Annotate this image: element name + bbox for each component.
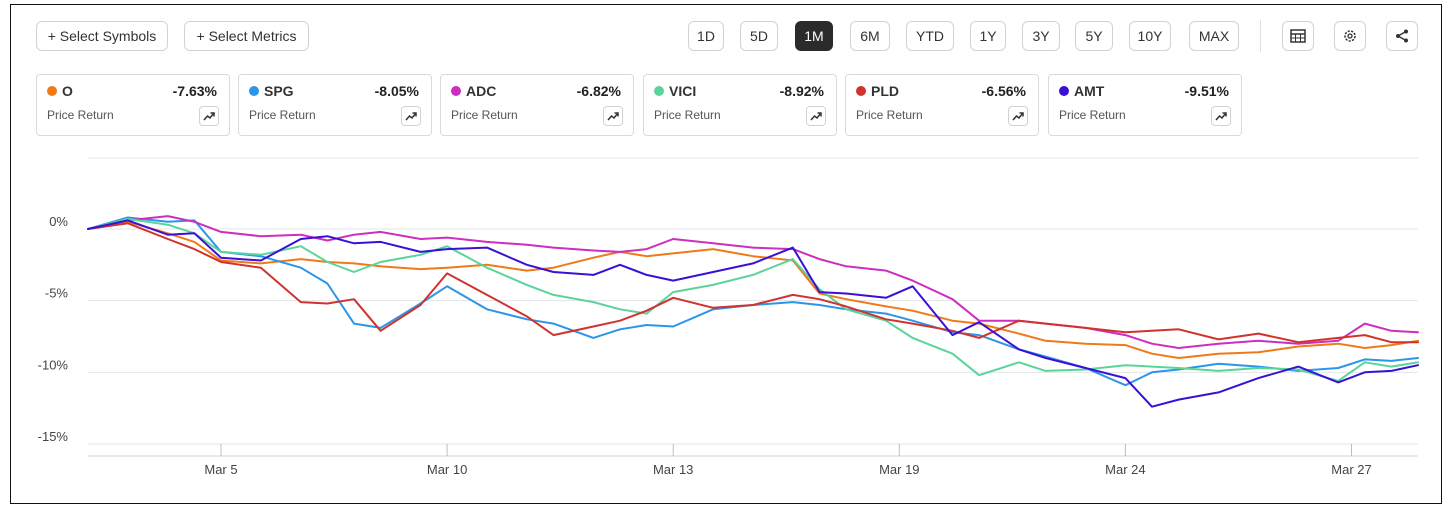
range-button-5d[interactable]: 5D	[740, 21, 778, 51]
range-button-1y[interactable]: 1Y	[970, 21, 1006, 51]
symbol-card-adc[interactable]: ADC -6.82% Price Return	[440, 74, 634, 136]
series-color-dot	[654, 86, 664, 96]
series-color-dot	[1059, 86, 1069, 96]
series-line-amt	[87, 219, 1419, 408]
x-tick-label: Mar 24	[1105, 462, 1145, 477]
select-symbols-button[interactable]: + Select Symbols	[36, 21, 168, 51]
price-change: -6.56%	[981, 83, 1026, 99]
metric-label: Price Return	[451, 108, 518, 122]
range-button-10y[interactable]: 10Y	[1129, 21, 1171, 51]
trend-button[interactable]	[199, 106, 219, 126]
symbol-label: PLD	[871, 83, 899, 99]
series-line-spg	[87, 216, 1419, 387]
price-change: -7.63%	[172, 83, 217, 99]
symbol-card-pld[interactable]: PLD -6.56% Price Return	[845, 74, 1039, 136]
range-button-ytd[interactable]: YTD	[906, 21, 954, 51]
symbol-label: ADC	[466, 83, 497, 99]
symbol-card-o[interactable]: O -7.63% Price Return	[36, 74, 230, 136]
range-button-1m[interactable]: 1M	[795, 21, 833, 51]
trend-up-icon	[607, 112, 619, 121]
trend-button[interactable]	[603, 106, 623, 126]
select-metrics-button[interactable]: + Select Metrics	[184, 21, 309, 51]
series-line-o	[87, 220, 1419, 359]
x-tick-label: Mar 5	[204, 462, 237, 477]
range-button-6m[interactable]: 6M	[850, 21, 890, 51]
metric-label: Price Return	[249, 108, 316, 122]
x-tick-label: Mar 10	[427, 462, 467, 477]
share-button[interactable]	[1386, 21, 1418, 51]
symbol-label: O	[62, 83, 73, 99]
toolbar-divider	[1260, 20, 1261, 52]
metric-label: Price Return	[856, 108, 923, 122]
series-color-dot	[451, 86, 461, 96]
series-color-dot	[47, 86, 57, 96]
settings-button[interactable]	[1334, 21, 1366, 51]
series-line-vici	[87, 218, 1419, 382]
trend-up-icon	[1012, 112, 1024, 121]
trend-up-icon	[810, 112, 822, 121]
range-button-1d[interactable]: 1D	[688, 21, 724, 51]
range-button-3y[interactable]: 3Y	[1022, 21, 1060, 51]
y-tick-label: -5%	[45, 286, 69, 301]
y-tick-label: -10%	[38, 357, 69, 372]
metric-label: Price Return	[1059, 108, 1126, 122]
price-change: -6.82%	[576, 83, 621, 99]
x-tick-label: Mar 13	[653, 462, 693, 477]
share-icon	[1396, 29, 1408, 43]
table-view-button[interactable]	[1282, 21, 1314, 51]
symbol-label: VICI	[669, 83, 697, 99]
series-line-pld	[87, 222, 1419, 344]
gear-icon	[1344, 30, 1356, 42]
y-tick-label: -15%	[38, 429, 69, 444]
trend-button[interactable]	[401, 106, 421, 126]
x-tick-label: Mar 19	[879, 462, 919, 477]
symbol-card-amt[interactable]: AMT -9.51% Price Return	[1048, 74, 1242, 136]
price-change: -8.05%	[374, 83, 419, 99]
trend-button[interactable]	[806, 106, 826, 126]
trend-up-icon	[1215, 112, 1227, 121]
trend-up-icon	[203, 112, 215, 121]
series-color-dot	[856, 86, 866, 96]
symbol-label: AMT	[1074, 83, 1105, 99]
trend-button[interactable]	[1211, 106, 1231, 126]
metric-label: Price Return	[47, 108, 114, 122]
series-line-adc	[87, 215, 1419, 349]
symbol-card-spg[interactable]: SPG -8.05% Price Return	[238, 74, 432, 136]
symbol-label: SPG	[264, 83, 294, 99]
range-button-max[interactable]: MAX	[1189, 21, 1239, 51]
symbol-card-vici[interactable]: VICI -8.92% Price Return	[643, 74, 837, 136]
series-color-dot	[249, 86, 259, 96]
y-tick-label: 0%	[49, 214, 68, 229]
price-change: -9.51%	[1184, 83, 1229, 99]
price-change: -8.92%	[779, 83, 824, 99]
x-tick-label: Mar 27	[1331, 462, 1371, 477]
trend-button[interactable]	[1008, 106, 1028, 126]
trend-up-icon	[405, 112, 417, 121]
table-icon	[1290, 29, 1306, 43]
metric-label: Price Return	[654, 108, 721, 122]
range-button-5y[interactable]: 5Y	[1075, 21, 1113, 51]
